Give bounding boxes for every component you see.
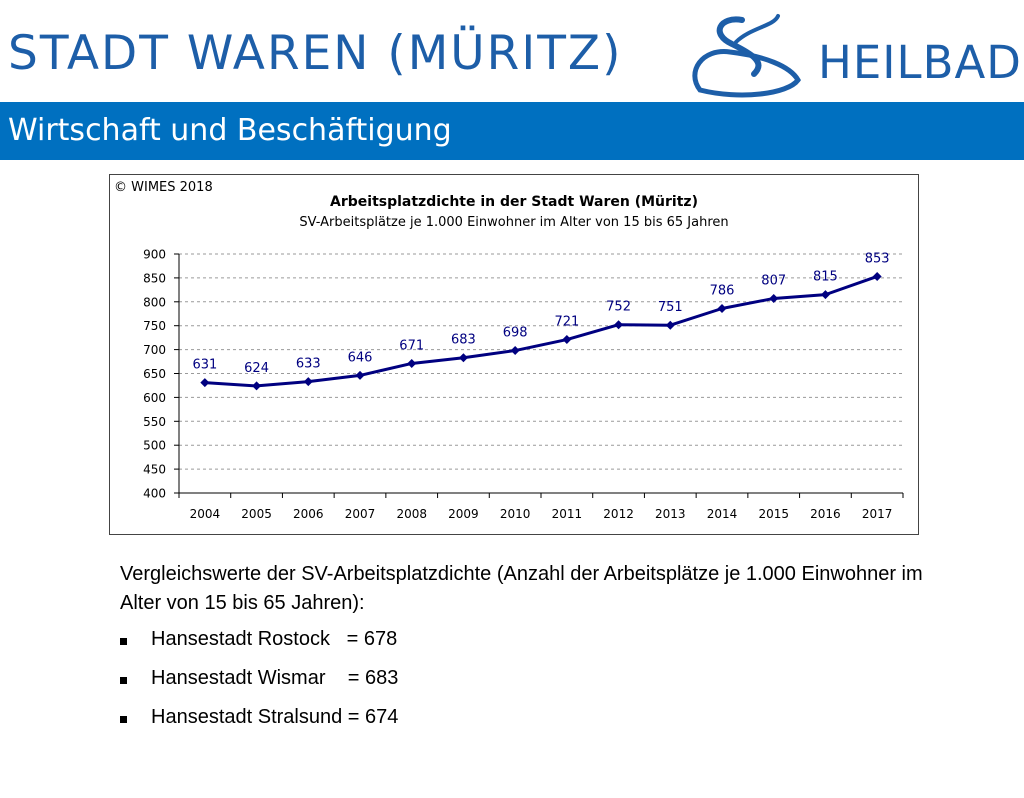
data-label: 698 <box>503 326 528 341</box>
data-label: 807 <box>761 273 786 288</box>
list-item: Hansestadt Rostock = 678 <box>120 628 720 667</box>
bullet-square-icon <box>120 638 127 645</box>
data-point <box>458 353 468 363</box>
y-tick-label: 700 <box>143 343 166 357</box>
header-title-right: HEILBAD <box>818 36 1022 89</box>
data-point <box>355 370 365 380</box>
data-point <box>820 290 830 300</box>
x-tick-label: 2007 <box>345 507 376 521</box>
x-tick-label: 2005 <box>241 507 272 521</box>
x-tick-label: 2008 <box>396 507 427 521</box>
x-tick-label: 2017 <box>862 507 893 521</box>
data-point <box>665 320 675 330</box>
data-point <box>717 303 727 313</box>
x-tick-label: 2010 <box>500 507 531 521</box>
bullet-square-icon <box>120 716 127 723</box>
series-line <box>204 275 878 388</box>
y-tick-label: 600 <box>143 391 166 405</box>
y-tick-label: 500 <box>143 439 166 453</box>
data-point <box>510 346 520 356</box>
data-label: 751 <box>658 300 683 315</box>
x-tick-label: 2004 <box>190 507 221 521</box>
x-tick-label: 2013 <box>655 507 686 521</box>
data-label: 853 <box>865 251 890 266</box>
x-tick-label: 2014 <box>707 507 738 521</box>
data-point <box>769 293 779 303</box>
data-label: 815 <box>813 270 838 285</box>
x-tick-label: 2012 <box>603 507 634 521</box>
data-label: 752 <box>606 300 631 315</box>
data-label: 646 <box>348 350 373 365</box>
x-tick-label: 2016 <box>810 507 841 521</box>
data-point <box>407 358 417 368</box>
x-tick-label: 2006 <box>293 507 324 521</box>
y-tick-label: 450 <box>143 463 166 477</box>
data-label: 786 <box>710 283 735 298</box>
data-label: 631 <box>192 358 217 373</box>
data-point <box>562 335 572 345</box>
data-label: 683 <box>451 333 476 348</box>
data-point <box>872 271 882 281</box>
comparison-list: Hansestadt Rostock = 678 Hansestadt Wism… <box>120 628 720 745</box>
list-item: Hansestadt Stralsund = 674 <box>120 706 720 745</box>
wave-swirl-icon <box>692 14 801 98</box>
section-title-bar: Wirtschaft und Beschäftigung <box>0 102 1024 160</box>
chart-panel: © WIMES 2018 Arbeitsplatzdichte in der S… <box>109 174 919 535</box>
y-tick-label: 750 <box>143 319 166 333</box>
header-title-left: STADT WAREN (MÜRITZ) <box>8 26 623 81</box>
chart-copyright: © WIMES 2018 <box>114 180 213 195</box>
x-tick-label: 2011 <box>552 507 583 521</box>
y-tick-label: 800 <box>143 295 166 309</box>
y-tick-label: 850 <box>143 271 166 285</box>
section-title: Wirtschaft und Beschäftigung <box>8 113 452 148</box>
list-item: Hansestadt Wismar = 683 <box>120 667 720 706</box>
header: STADT WAREN (MÜRITZ) HEILBAD <box>0 0 1024 100</box>
chart-title: Arbeitsplatzdichte in der Stadt Waren (M… <box>330 194 698 210</box>
data-point <box>200 378 210 388</box>
data-label: 671 <box>399 338 424 353</box>
comparison-intro: Vergleichswerte der SV-Arbeitsplatzdicht… <box>120 563 923 614</box>
y-tick-label: 900 <box>143 248 166 262</box>
line-chart: Arbeitsplatzdichte in der Stadt Waren (M… <box>143 194 904 521</box>
x-tick-label: 2015 <box>758 507 789 521</box>
data-point <box>303 377 313 387</box>
list-item-text: Hansestadt Wismar = 683 <box>151 667 399 689</box>
y-tick-label: 550 <box>143 415 166 429</box>
data-point <box>252 381 262 391</box>
y-tick-label: 650 <box>143 367 166 381</box>
list-item-text: Hansestadt Stralsund = 674 <box>151 706 399 728</box>
bullet-square-icon <box>120 677 127 684</box>
chart-subtitle: SV-Arbeitsplätze je 1.000 Einwohner im A… <box>299 215 728 230</box>
data-label: 721 <box>554 315 579 330</box>
y-tick-label: 400 <box>143 487 166 501</box>
data-point <box>614 320 624 330</box>
list-item-text: Hansestadt Rostock = 678 <box>151 628 398 650</box>
data-label: 633 <box>296 357 321 372</box>
data-label: 624 <box>244 361 269 376</box>
x-tick-label: 2009 <box>448 507 479 521</box>
